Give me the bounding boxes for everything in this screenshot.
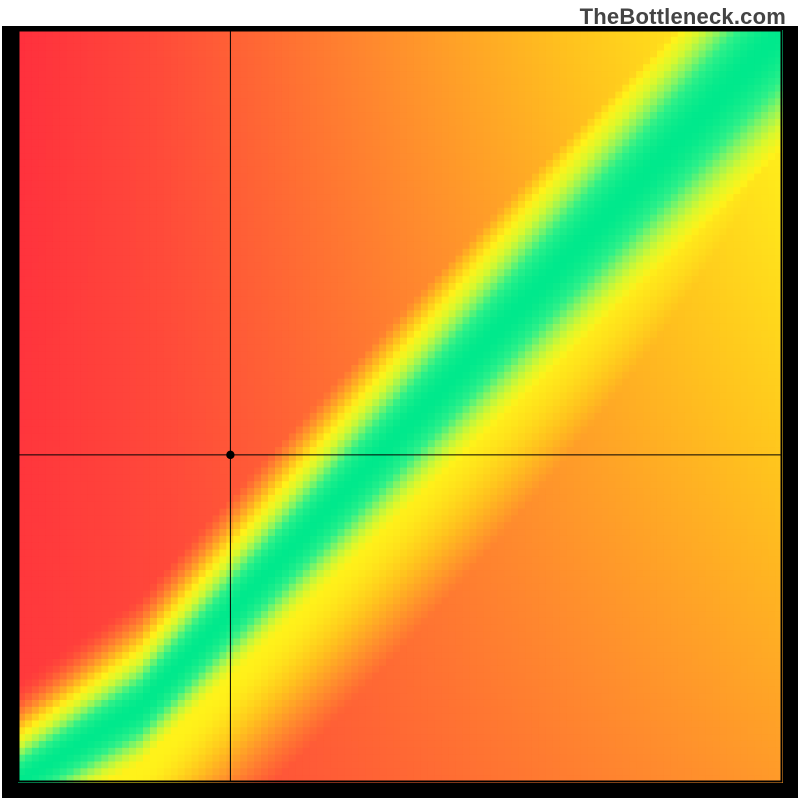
chart-container: TheBottleneck.com: [0, 0, 800, 800]
watermark-text: TheBottleneck.com: [580, 4, 786, 30]
heatmap-canvas: [0, 0, 800, 800]
